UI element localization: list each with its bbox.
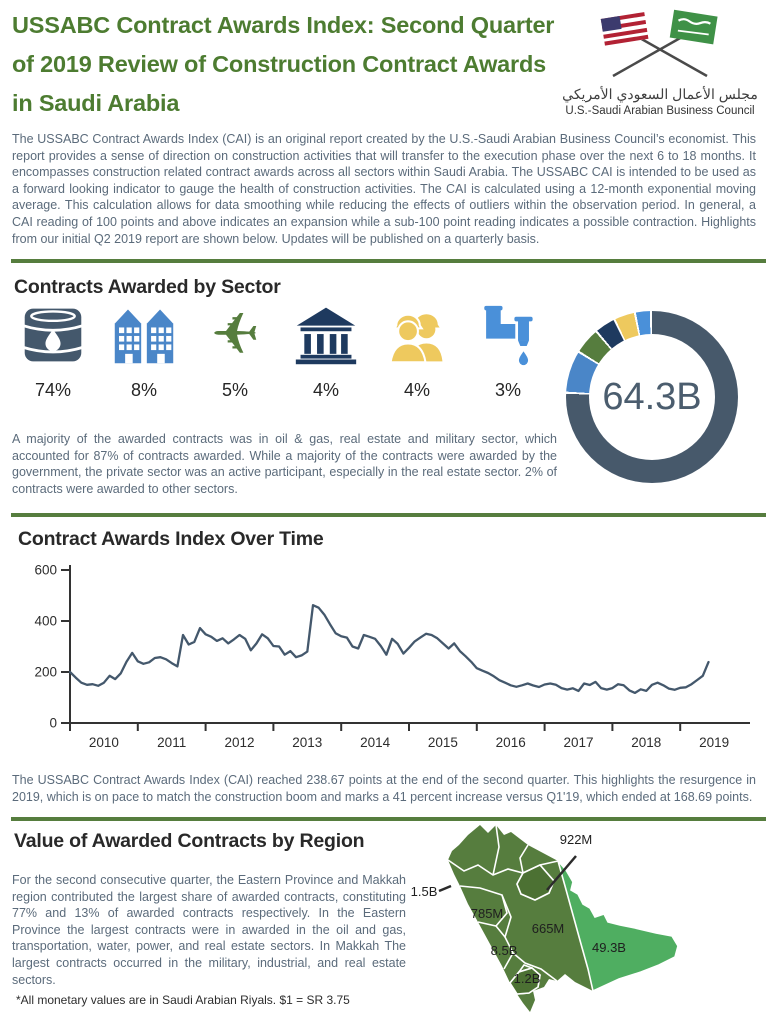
section-divider: [11, 817, 766, 821]
page-title: USSABC Contract Awards Index: Second Qua…: [12, 12, 555, 116]
sector-real-estate: 8%: [103, 303, 185, 401]
buildings-icon: [114, 309, 174, 364]
cai-paragraph: The USSABC Contract Awards Index (CAI) r…: [12, 773, 756, 804]
svg-text:600: 600: [34, 563, 57, 578]
section-divider: [11, 259, 766, 263]
saudi-flag: [669, 9, 718, 45]
government-building-icon: [295, 307, 357, 365]
fighter-jet-icon: ✈: [210, 302, 260, 367]
sector-percentage: 8%: [130, 380, 157, 400]
sector-paragraph: A majority of the awarded contracts was …: [12, 432, 557, 496]
saudi-arabia-region-map: 922M 1.5B 785M 665M 8.5B 1.2B 49.3B: [408, 822, 768, 1022]
sector-government: 4%: [285, 303, 367, 401]
svg-text:0: 0: [49, 716, 57, 731]
svg-text:2015: 2015: [428, 735, 458, 750]
sector-military: ✈ 5%: [194, 302, 276, 401]
oil-barrel-icon: [22, 308, 84, 362]
cai-chart-heading: Contract Awards Index Over Time: [18, 528, 324, 550]
crossed-flags-icon: [600, 9, 718, 78]
donut-total-label: 64.3B: [602, 375, 702, 418]
svg-text:2016: 2016: [496, 735, 526, 750]
svg-text:2017: 2017: [563, 735, 593, 750]
map-country-shape: [448, 825, 593, 1012]
region-paragraph: For the second consecutive quarter, the …: [12, 873, 406, 987]
svg-text:2011: 2011: [157, 735, 186, 750]
map-value-label: 922M: [560, 832, 593, 847]
us-flag: [600, 12, 649, 46]
map-value-label: 8.5B: [491, 943, 518, 958]
sector-section-heading: Contracts Awarded by Sector: [14, 276, 281, 298]
svg-text:2014: 2014: [360, 735, 391, 750]
svg-text:400: 400: [34, 614, 57, 629]
sector-water: 3%: [467, 303, 549, 401]
construction-workers-icon: [389, 313, 443, 364]
sector-percentage: 4%: [312, 380, 339, 400]
sector-oil-gas: 74%: [12, 303, 94, 401]
cai-line-chart: 0 200 400 600 2010 2011 2012 2013 2014 2015 2016 20…: [0, 560, 756, 760]
callout-line-922m: [546, 855, 577, 891]
monetary-footnote: *All monetary values are in Saudi Arabia…: [16, 993, 350, 1007]
svg-text:2018: 2018: [631, 735, 661, 750]
callout-line-1-5b: [438, 884, 452, 893]
svg-text:2012: 2012: [224, 735, 254, 750]
map-asir-region: [509, 967, 541, 995]
water-pipe-icon: [484, 305, 533, 366]
map-value-label: 1.5B: [411, 884, 438, 899]
map-value-label: 1.2B: [514, 971, 541, 986]
sector-donut-chart: 64.3B: [566, 311, 738, 483]
donut-hole: 64.3B: [589, 334, 715, 460]
svg-text:2010: 2010: [89, 735, 119, 750]
logo-english-text: U.S.-Saudi Arabian Business Council: [565, 105, 755, 117]
map-value-label: 49.3B: [592, 940, 626, 955]
svg-text:2019: 2019: [699, 735, 729, 750]
sector-icon-row: 74% 8% ✈ 5%: [12, 302, 549, 401]
sector-percentage: 4%: [403, 380, 430, 400]
ussabc-logo: مجلس الأعمال السعودي الأمريكي U.S.-Saudi…: [560, 8, 760, 117]
sector-construction: 4%: [376, 303, 458, 401]
map-value-label: 785M: [471, 906, 504, 921]
map-value-label: 665M: [532, 921, 565, 936]
sector-percentage: 74%: [34, 380, 72, 400]
logo-arabic-text: مجلس الأعمال السعودي الأمريكي: [562, 86, 758, 102]
map-eastern-province: [557, 860, 679, 993]
section-divider: [11, 513, 766, 517]
region-section-heading: Value of Awarded Contracts by Region: [14, 830, 365, 852]
sector-percentage: 3%: [494, 380, 521, 400]
intro-paragraph: The USSABC Contract Awards Index (CAI) i…: [12, 132, 756, 246]
sector-percentage: 5%: [221, 380, 248, 400]
svg-text:200: 200: [34, 665, 57, 680]
svg-text:2013: 2013: [292, 735, 322, 750]
